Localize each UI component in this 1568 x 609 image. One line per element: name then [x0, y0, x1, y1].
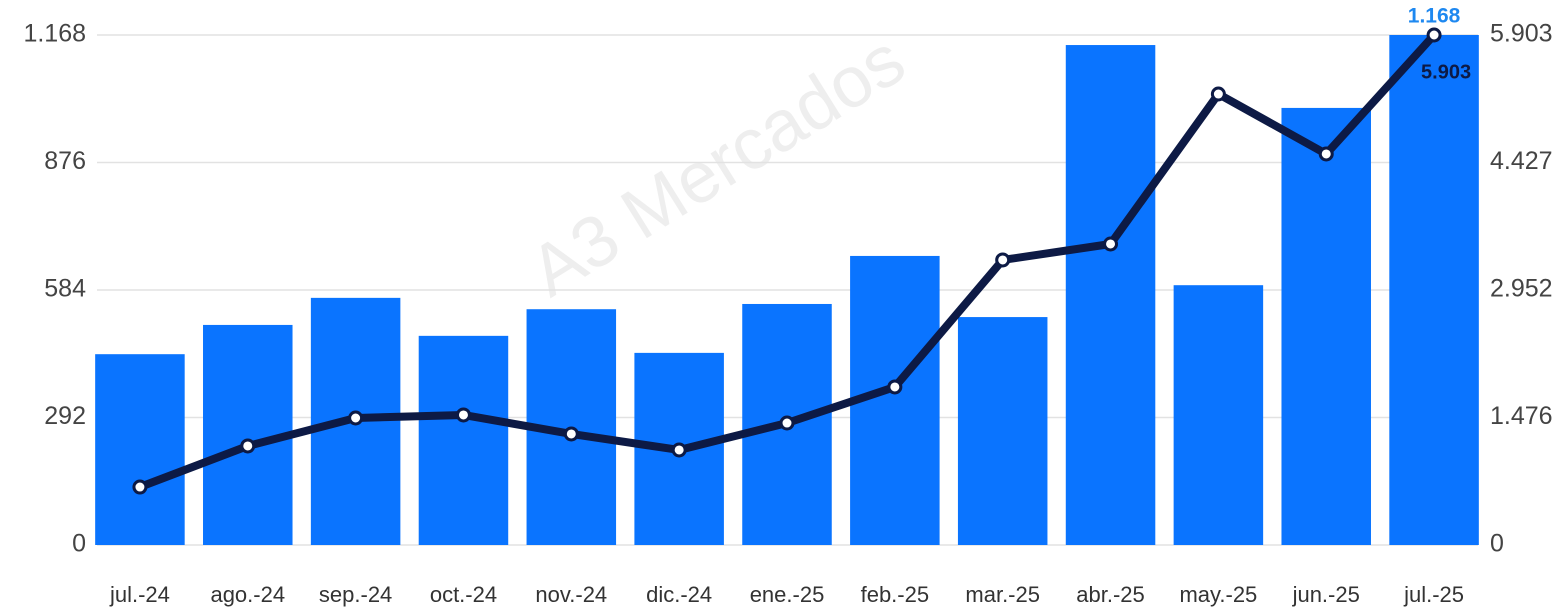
- y-tick-label: 0: [72, 530, 86, 558]
- line-value-label: 5.903: [1421, 61, 1471, 83]
- y2-tick-label: 0: [1490, 530, 1504, 558]
- line-point: [132, 479, 148, 495]
- y-tick-label: 292: [44, 402, 86, 430]
- line-point: [779, 415, 795, 431]
- x-tick-label: may.-25: [1179, 582, 1257, 607]
- line-point: [995, 252, 1011, 268]
- bar: [1389, 35, 1479, 545]
- line-point: [348, 410, 364, 426]
- y-tick-label: 876: [44, 147, 86, 175]
- y2-tick-label: 1.476: [1490, 402, 1553, 430]
- bar: [418, 335, 509, 545]
- line-point: [1318, 146, 1334, 162]
- y2-tick-label: 4.427: [1490, 147, 1553, 175]
- x-tick-label: ago.-24: [210, 582, 285, 607]
- bar-value-label: 1.168: [1408, 5, 1461, 28]
- y-tick-label: 1.168: [23, 20, 86, 48]
- x-tick-label: nov.-24: [535, 582, 607, 607]
- bar: [957, 317, 1048, 545]
- bar: [95, 354, 185, 545]
- line-point: [1103, 236, 1119, 252]
- x-tick-label: dic.-24: [646, 582, 712, 607]
- x-tick-label: sep.-24: [319, 582, 392, 607]
- line-point: [887, 379, 903, 395]
- line-point: [1210, 86, 1226, 102]
- x-tick-label: feb.-25: [861, 582, 930, 607]
- line-point: [1426, 27, 1442, 43]
- line-point: [671, 442, 687, 458]
- x-tick-label: jun.-25: [1292, 582, 1360, 607]
- x-tick-label: mar.-25: [965, 582, 1040, 607]
- x-tick-label: jul.-24: [109, 582, 170, 607]
- line-point: [563, 426, 579, 442]
- bar: [1065, 45, 1156, 545]
- bar: [1173, 285, 1264, 545]
- x-tick-label: oct.-24: [430, 582, 497, 607]
- x-tick-label: ene.-25: [750, 582, 825, 607]
- y2-tick-label: 2.952: [1490, 275, 1553, 303]
- bar: [1281, 107, 1371, 545]
- x-tick-label: jul.-25: [1403, 582, 1464, 607]
- line-point: [240, 438, 256, 454]
- line-point: [455, 407, 471, 423]
- y-tick-label: 584: [44, 275, 86, 303]
- x-tick-label: abr.-25: [1076, 582, 1145, 607]
- y2-tick-label: 5.903: [1490, 20, 1553, 48]
